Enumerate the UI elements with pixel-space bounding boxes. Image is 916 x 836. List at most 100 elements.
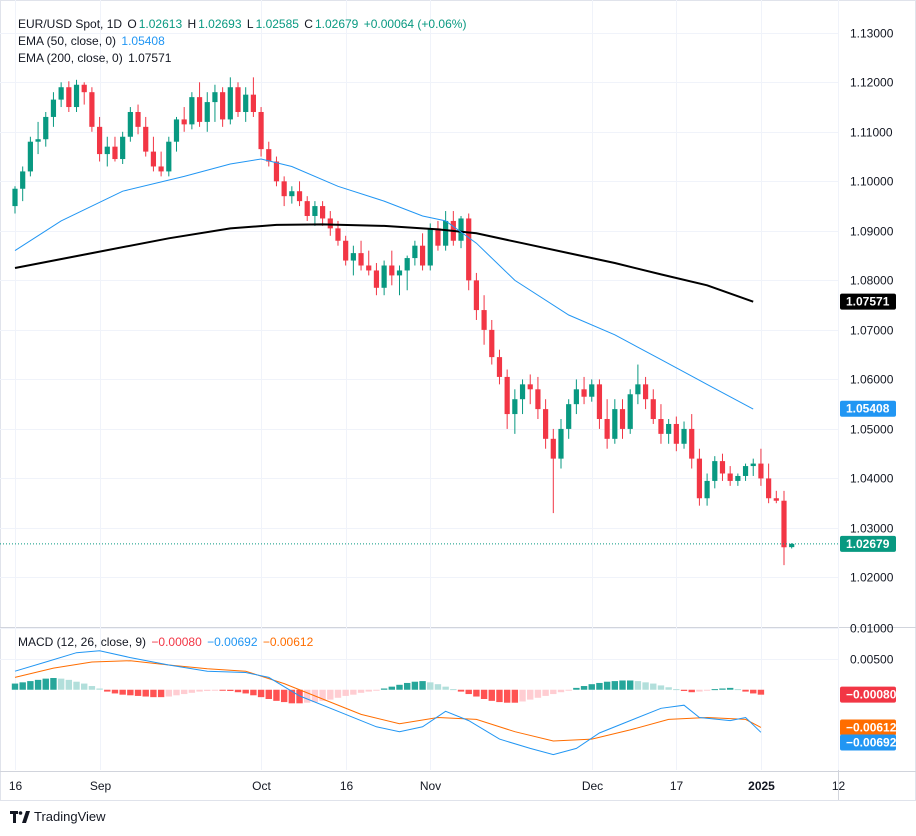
candle-body bbox=[89, 92, 95, 127]
candle-body bbox=[358, 253, 364, 266]
macd-histogram-bar bbox=[111, 689, 119, 694]
candle-body bbox=[273, 161, 280, 182]
candle bbox=[120, 131, 126, 164]
macd-histogram-bar bbox=[642, 682, 649, 690]
candle-body bbox=[619, 409, 626, 429]
candle bbox=[773, 490, 779, 504]
candle-body bbox=[35, 139, 41, 142]
candle-body bbox=[58, 87, 64, 100]
candle bbox=[50, 92, 57, 127]
macd-histogram-bar bbox=[419, 681, 426, 690]
macd-histogram-bar bbox=[204, 689, 211, 691]
candle bbox=[573, 379, 579, 415]
macd-histogram-bar bbox=[173, 689, 180, 696]
candle-body bbox=[166, 141, 172, 172]
candle-body bbox=[250, 94, 256, 112]
macd-legend-hist: −0.00080 bbox=[151, 635, 202, 649]
candle bbox=[381, 260, 387, 296]
candle bbox=[396, 265, 403, 296]
candle bbox=[350, 245, 356, 276]
ema50-line bbox=[14, 158, 754, 410]
candle bbox=[566, 399, 572, 439]
candle bbox=[612, 399, 618, 444]
ema200-price-tag-text: 1.07571 bbox=[846, 295, 890, 309]
candle bbox=[704, 473, 710, 506]
candle bbox=[296, 181, 303, 207]
candle bbox=[527, 374, 533, 405]
macd-line-tag-bg bbox=[840, 734, 896, 751]
candle bbox=[466, 213, 472, 291]
candle bbox=[181, 107, 187, 132]
y-tick-label: 1.06000 bbox=[850, 373, 894, 387]
tradingview-brand: TradingView bbox=[34, 809, 106, 824]
candle bbox=[650, 389, 656, 424]
candle bbox=[550, 428, 556, 514]
candle bbox=[627, 389, 633, 434]
candle bbox=[73, 79, 80, 112]
macd-histogram-bar bbox=[380, 688, 388, 690]
macd-histogram-bar bbox=[388, 686, 396, 690]
macd-histogram-bar bbox=[142, 689, 149, 697]
macd-histogram-bar bbox=[288, 689, 296, 704]
macd-histogram-bar bbox=[65, 679, 73, 690]
candle bbox=[781, 490, 787, 566]
legend-high-label: H bbox=[187, 17, 197, 31]
macd-line-tag: −0.00692 bbox=[840, 734, 897, 751]
macd-signal-line bbox=[14, 660, 762, 742]
candle-body bbox=[642, 384, 649, 400]
candle-body bbox=[435, 228, 441, 246]
ema200-price-tag: 1.07571 bbox=[840, 293, 896, 310]
candle bbox=[366, 250, 372, 276]
macd-histogram-bar bbox=[488, 689, 495, 701]
macd-histogram-bar bbox=[242, 689, 249, 694]
candle bbox=[204, 92, 210, 132]
candle bbox=[496, 349, 503, 385]
x-tick-label: 12 bbox=[832, 779, 846, 793]
macd-histogram-bar bbox=[280, 689, 288, 703]
candle-body bbox=[66, 87, 72, 108]
candle-body bbox=[650, 399, 656, 420]
macd-histogram-bar bbox=[257, 689, 265, 698]
candle-body bbox=[750, 463, 756, 467]
macd-histogram-bar bbox=[480, 689, 488, 699]
candle-body bbox=[742, 466, 749, 476]
candle-body bbox=[366, 265, 372, 271]
macd-histogram-bar bbox=[34, 679, 42, 690]
candle bbox=[281, 176, 287, 207]
candle bbox=[642, 376, 649, 410]
y-tick-label: 1.10000 bbox=[850, 175, 894, 189]
macd-histogram-bar bbox=[334, 689, 342, 698]
candle bbox=[504, 369, 510, 429]
candle bbox=[373, 263, 380, 296]
candle bbox=[589, 379, 595, 402]
candle bbox=[212, 84, 218, 122]
tradingview-footer[interactable]: TradingView bbox=[10, 809, 106, 824]
candle-body bbox=[312, 206, 318, 216]
y-tick-label: 1.12000 bbox=[850, 76, 894, 90]
candle-body bbox=[43, 116, 49, 140]
macd-histogram-bar bbox=[296, 689, 303, 704]
candle bbox=[166, 136, 172, 177]
macd-histogram-bar bbox=[673, 689, 680, 691]
candle-body bbox=[696, 458, 703, 499]
macd-histogram-bar bbox=[396, 684, 403, 690]
candle bbox=[189, 92, 195, 130]
candle-body bbox=[243, 94, 249, 112]
candle-body bbox=[604, 419, 610, 439]
macd-histogram-bar bbox=[596, 682, 603, 690]
macd-histogram-bar bbox=[42, 678, 49, 690]
candle bbox=[689, 414, 695, 469]
candle bbox=[489, 319, 495, 365]
macd-histogram-bar bbox=[319, 689, 326, 701]
candle-body bbox=[373, 270, 380, 288]
candle-body bbox=[281, 181, 287, 197]
macd-histogram-bar bbox=[650, 683, 657, 690]
macd-histogram-bar bbox=[73, 681, 80, 690]
candle-body bbox=[112, 146, 118, 160]
candle-body bbox=[320, 206, 326, 219]
candle bbox=[535, 376, 541, 420]
y-tick-label: 1.13000 bbox=[850, 27, 894, 41]
x-tick-label: 2025 bbox=[748, 779, 775, 793]
